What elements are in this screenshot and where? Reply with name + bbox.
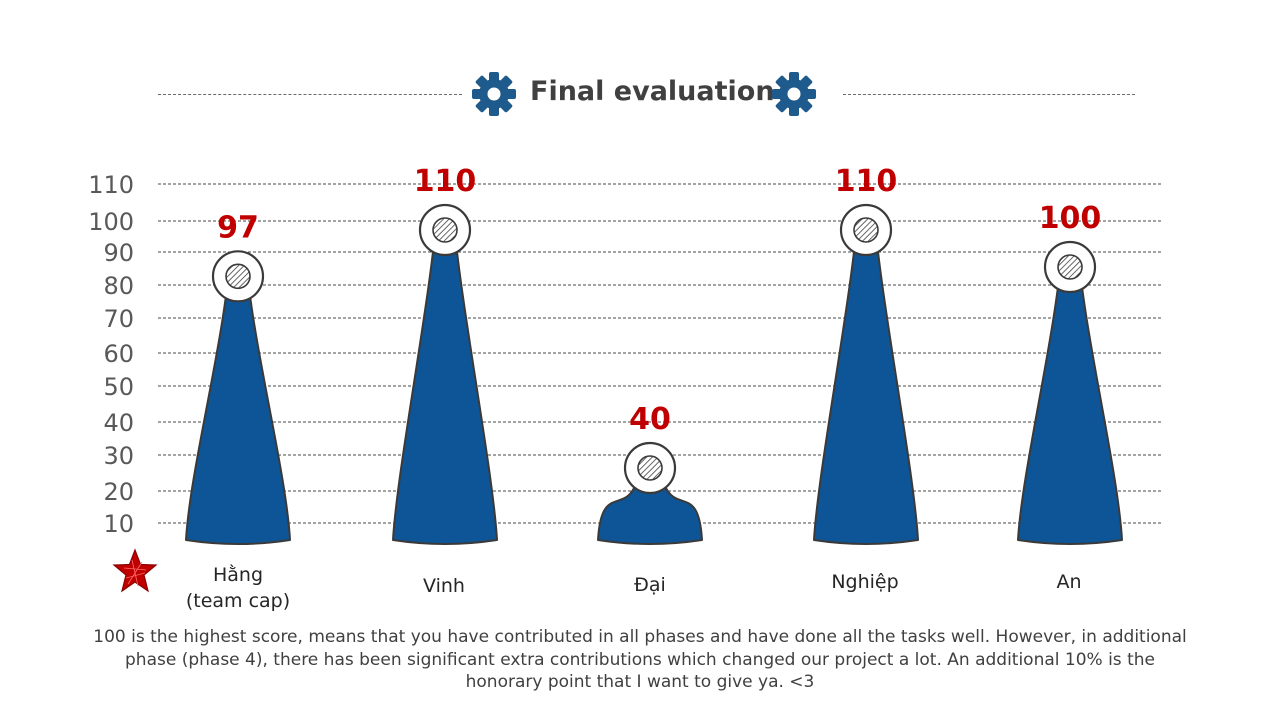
y-tick-label: 20 xyxy=(103,478,134,506)
y-tick-label: 60 xyxy=(103,340,134,368)
hatched-marker xyxy=(853,217,879,243)
title-rule-right xyxy=(843,94,1135,95)
hatched-marker xyxy=(637,455,663,481)
y-tick-label: 40 xyxy=(103,409,134,437)
gear-icon xyxy=(472,72,516,116)
value-label: 97 xyxy=(217,210,259,245)
cone-bar-group: 97 xyxy=(185,210,291,545)
y-tick-label: 70 xyxy=(103,305,134,333)
value-label: 40 xyxy=(629,402,671,437)
hatched-marker xyxy=(1057,254,1083,280)
y-tick-label: 50 xyxy=(103,373,134,401)
gear-icon xyxy=(772,72,816,116)
hatched-marker xyxy=(225,263,251,290)
y-axis-ticks: 10 20 30 40 50 60 70 80 90 100 110 xyxy=(88,171,134,538)
y-tick-label: 10 xyxy=(103,510,134,538)
y-tick-label: 90 xyxy=(103,239,134,267)
cone-bar-group: 40 xyxy=(597,402,703,545)
cone-bar-group: 100 xyxy=(1017,201,1123,545)
footnote: 100 is the highest score, means that you… xyxy=(93,627,1187,692)
cone-bar xyxy=(392,205,498,545)
chart-title: Final evaluation xyxy=(530,76,775,107)
cone-bar-group: 110 xyxy=(392,164,498,545)
y-tick-label: 100 xyxy=(88,208,134,236)
value-label: 110 xyxy=(835,164,898,199)
x-label-hang: Hằng (team cap) xyxy=(185,564,291,612)
gridlines xyxy=(158,183,1162,524)
y-tick-label: 110 xyxy=(88,171,134,199)
y-tick-label: 80 xyxy=(103,272,134,300)
cone-bar-group: 110 xyxy=(813,164,919,545)
cone-bar xyxy=(813,205,919,545)
title-rule-left xyxy=(158,94,462,95)
star-icon xyxy=(112,548,158,593)
value-label: 110 xyxy=(414,164,477,199)
x-label-vinh: Vinh xyxy=(423,575,465,597)
hatched-marker xyxy=(432,217,458,243)
chart-title-area: Final evaluation xyxy=(0,70,1280,118)
x-label-nghiep: Nghiệp xyxy=(831,571,899,593)
value-label: 100 xyxy=(1039,201,1102,236)
cone-chart: 10 20 30 40 50 60 70 80 90 100 110 97 110 40 110 100 xyxy=(88,164,1162,545)
x-label-an: An xyxy=(1056,571,1082,593)
bars: 97 110 40 110 100 xyxy=(185,164,1123,545)
y-tick-label: 30 xyxy=(103,442,134,470)
x-label-dai: Đại xyxy=(634,574,666,596)
